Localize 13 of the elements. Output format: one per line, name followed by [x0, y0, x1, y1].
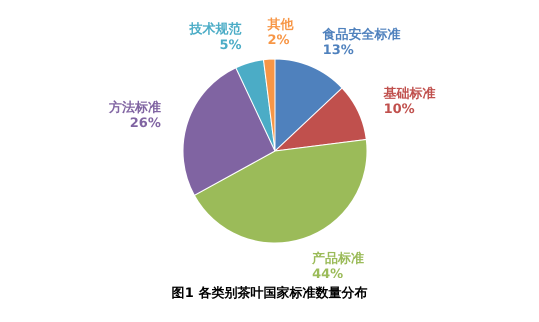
text: 图1 各类别茶叶国家标准数量分布: [170, 284, 368, 302]
slice-label: 其他: [266, 18, 294, 33]
data-label: 10%: [384, 102, 415, 117]
slice-label: 产品标准: [311, 250, 364, 267]
data-label: 2%: [267, 33, 290, 48]
data-label: 44%: [312, 267, 344, 282]
slice-label: 技术规范: [188, 22, 242, 38]
slice-label: 食品安全标准: [322, 26, 401, 42]
slice-label: 基础标准: [382, 85, 436, 102]
data-label: 26%: [130, 116, 161, 131]
data-label: 13%: [322, 42, 354, 58]
data-label: 5%: [219, 38, 242, 53]
slice-label: 方法标准: [108, 99, 161, 116]
